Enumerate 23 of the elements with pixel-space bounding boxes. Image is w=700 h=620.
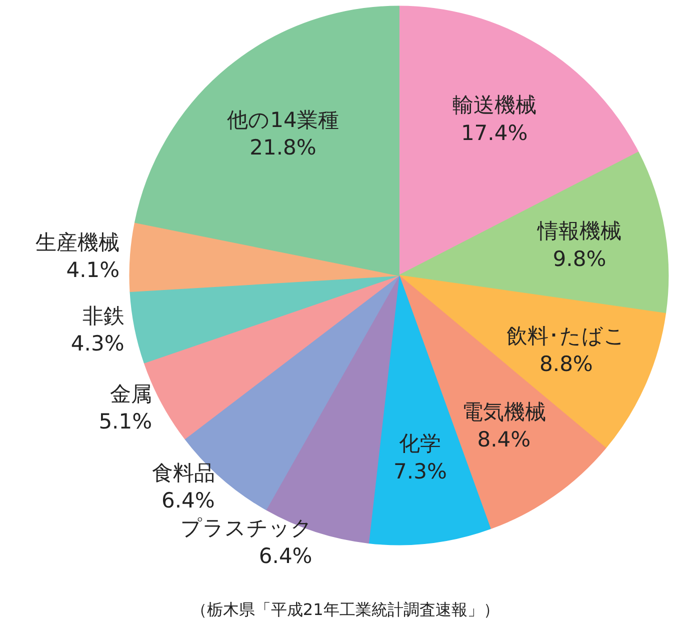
data-label: 4.3% bbox=[70, 332, 124, 356]
data-label: 8.4% bbox=[477, 427, 531, 452]
data-label: 7.3% bbox=[394, 459, 447, 484]
slice-label: 輸送機械 bbox=[452, 93, 536, 118]
slice-label: 食料品 bbox=[152, 460, 215, 485]
data-label: 6.4% bbox=[258, 544, 312, 568]
slice-label: 電気機械 bbox=[462, 400, 546, 424]
data-label: 21.8% bbox=[250, 135, 316, 160]
slice-label: 金属 bbox=[110, 382, 152, 406]
data-label: 6.4% bbox=[161, 488, 215, 512]
data-label: 17.4% bbox=[460, 120, 528, 145]
slice-label: 非鉄 bbox=[82, 304, 124, 328]
slice-label: 情報機械 bbox=[536, 219, 622, 244]
slice-label: 化学 bbox=[399, 432, 442, 456]
data-label: 8.8% bbox=[540, 352, 593, 376]
slice-label: プラスチック bbox=[180, 516, 312, 540]
data-label: 9.8% bbox=[552, 246, 606, 271]
slice-label: 飲料･たばこ bbox=[506, 324, 626, 348]
text: （栃木県「平成21年工業統計調査速報」） bbox=[190, 600, 500, 620]
slice-label: 他の14業種 bbox=[227, 108, 339, 132]
data-label: 4.1% bbox=[66, 258, 120, 282]
slice-label: 生産機械 bbox=[36, 230, 120, 254]
data-label: 5.1% bbox=[98, 409, 152, 434]
